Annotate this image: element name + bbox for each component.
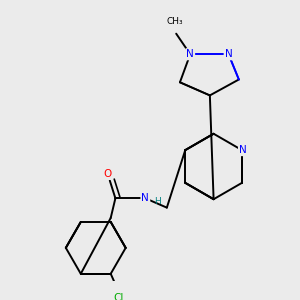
Text: CH₃: CH₃ <box>166 17 183 26</box>
Text: Cl: Cl <box>113 293 123 300</box>
Text: N: N <box>141 193 149 203</box>
Text: N: N <box>186 49 194 59</box>
Text: H: H <box>154 196 161 206</box>
Text: N: N <box>225 49 232 59</box>
Text: N: N <box>239 145 247 155</box>
Text: O: O <box>104 169 112 179</box>
